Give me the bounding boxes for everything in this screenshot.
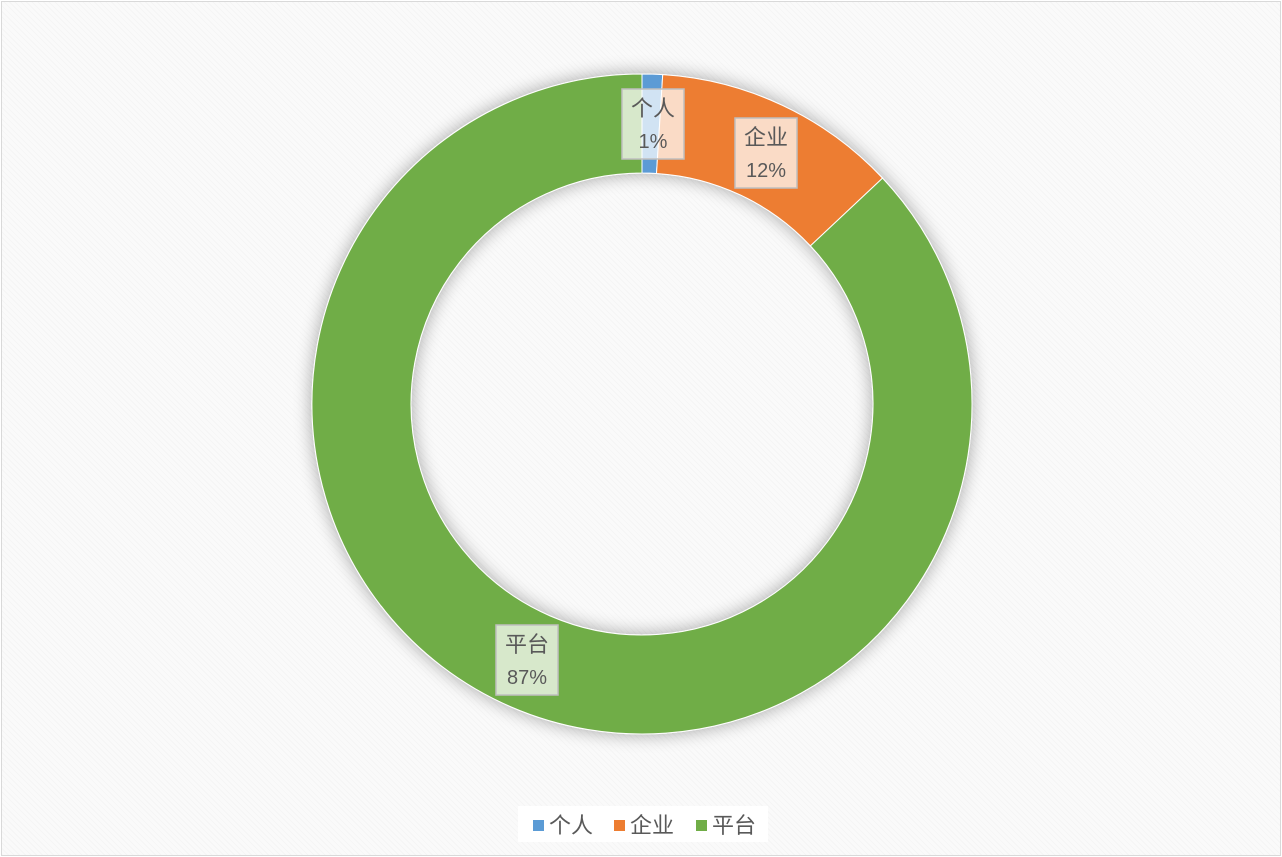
data-labels: 个人 1% 企业 12% 平台 87% <box>495 88 798 696</box>
data-label-enterprise: 企业 12% <box>734 117 798 189</box>
legend-item-enterprise: 企业 <box>614 814 674 839</box>
data-label-category: 平台 <box>505 632 549 657</box>
chart-legend: 个人 企业 平台 <box>518 806 768 842</box>
data-label-box <box>734 117 798 189</box>
data-label-box <box>495 624 559 696</box>
data-label-category: 个人 <box>631 96 675 121</box>
legend-label: 个人 <box>549 814 593 839</box>
data-label-category: 企业 <box>744 125 788 150</box>
legend-swatch <box>533 820 544 831</box>
legend-label: 企业 <box>630 814 674 839</box>
legend-label: 平台 <box>712 814 756 839</box>
legend-item-platform: 平台 <box>696 814 756 839</box>
data-label-platform: 平台 87% <box>495 624 559 696</box>
legend-item-individual: 个人 <box>533 814 593 839</box>
legend-swatch <box>614 820 625 831</box>
slice-platform <box>311 73 973 735</box>
data-label-value: 1% <box>639 131 668 153</box>
data-label-value: 87% <box>507 667 547 689</box>
legend-background <box>518 806 768 842</box>
data-label-value: 12% <box>746 160 786 182</box>
data-label-individual: 个人 1% <box>621 88 685 160</box>
data-label-box <box>621 88 685 160</box>
legend-swatch <box>696 820 707 831</box>
doughnut-slices <box>311 73 973 735</box>
